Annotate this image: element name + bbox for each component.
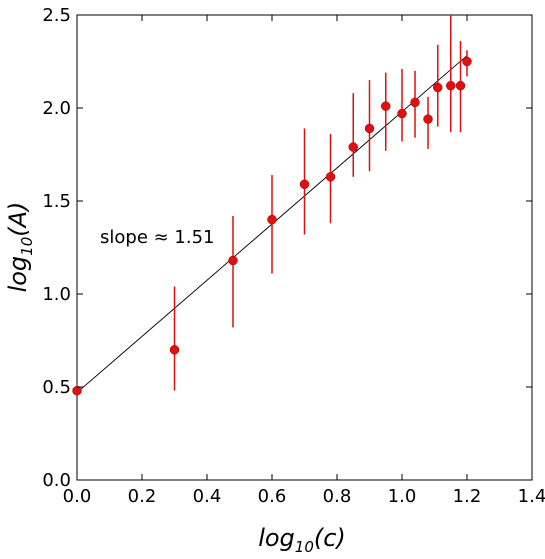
data-point	[364, 123, 375, 134]
data-point	[325, 172, 336, 182]
y-tick-label: 1.0	[42, 284, 71, 305]
data-point	[446, 80, 456, 91]
data-point	[397, 108, 407, 119]
data-point	[299, 179, 310, 190]
x-tick-label: 1.0	[388, 486, 417, 507]
data-point	[410, 97, 420, 108]
annotation: slope ≈ 1.51	[100, 227, 215, 248]
x-axis-title: log10(c)	[258, 524, 346, 556]
data-point	[228, 255, 238, 266]
x-tick-label: 1.2	[453, 486, 482, 507]
y-tick-label: 1.5	[42, 191, 71, 212]
data-point	[455, 80, 466, 91]
x-tick-label: 0.6	[258, 486, 287, 507]
data-point	[423, 114, 433, 124]
y-axis-title: log10(A)	[4, 202, 36, 293]
y-tick-label: 0.5	[42, 377, 71, 398]
x-tick-label: 1.4	[518, 486, 545, 507]
x-tick-label: 0.4	[193, 486, 222, 507]
y-tick-label: 0.0	[42, 470, 71, 491]
x-tick-label: 0.2	[128, 486, 157, 507]
data-point	[462, 56, 472, 67]
data-point	[72, 385, 82, 396]
data-point	[267, 214, 277, 225]
plot-area	[76, 14, 533, 481]
data-point	[169, 345, 180, 355]
data-point	[433, 82, 443, 93]
y-tick-label: 2.5	[42, 5, 71, 26]
x-tick-label: 0.0	[63, 486, 92, 507]
data-point	[348, 142, 358, 152]
data-point	[381, 101, 391, 111]
y-tick-label: 2.0	[42, 98, 71, 119]
x-tick-label: 0.8	[323, 486, 352, 507]
